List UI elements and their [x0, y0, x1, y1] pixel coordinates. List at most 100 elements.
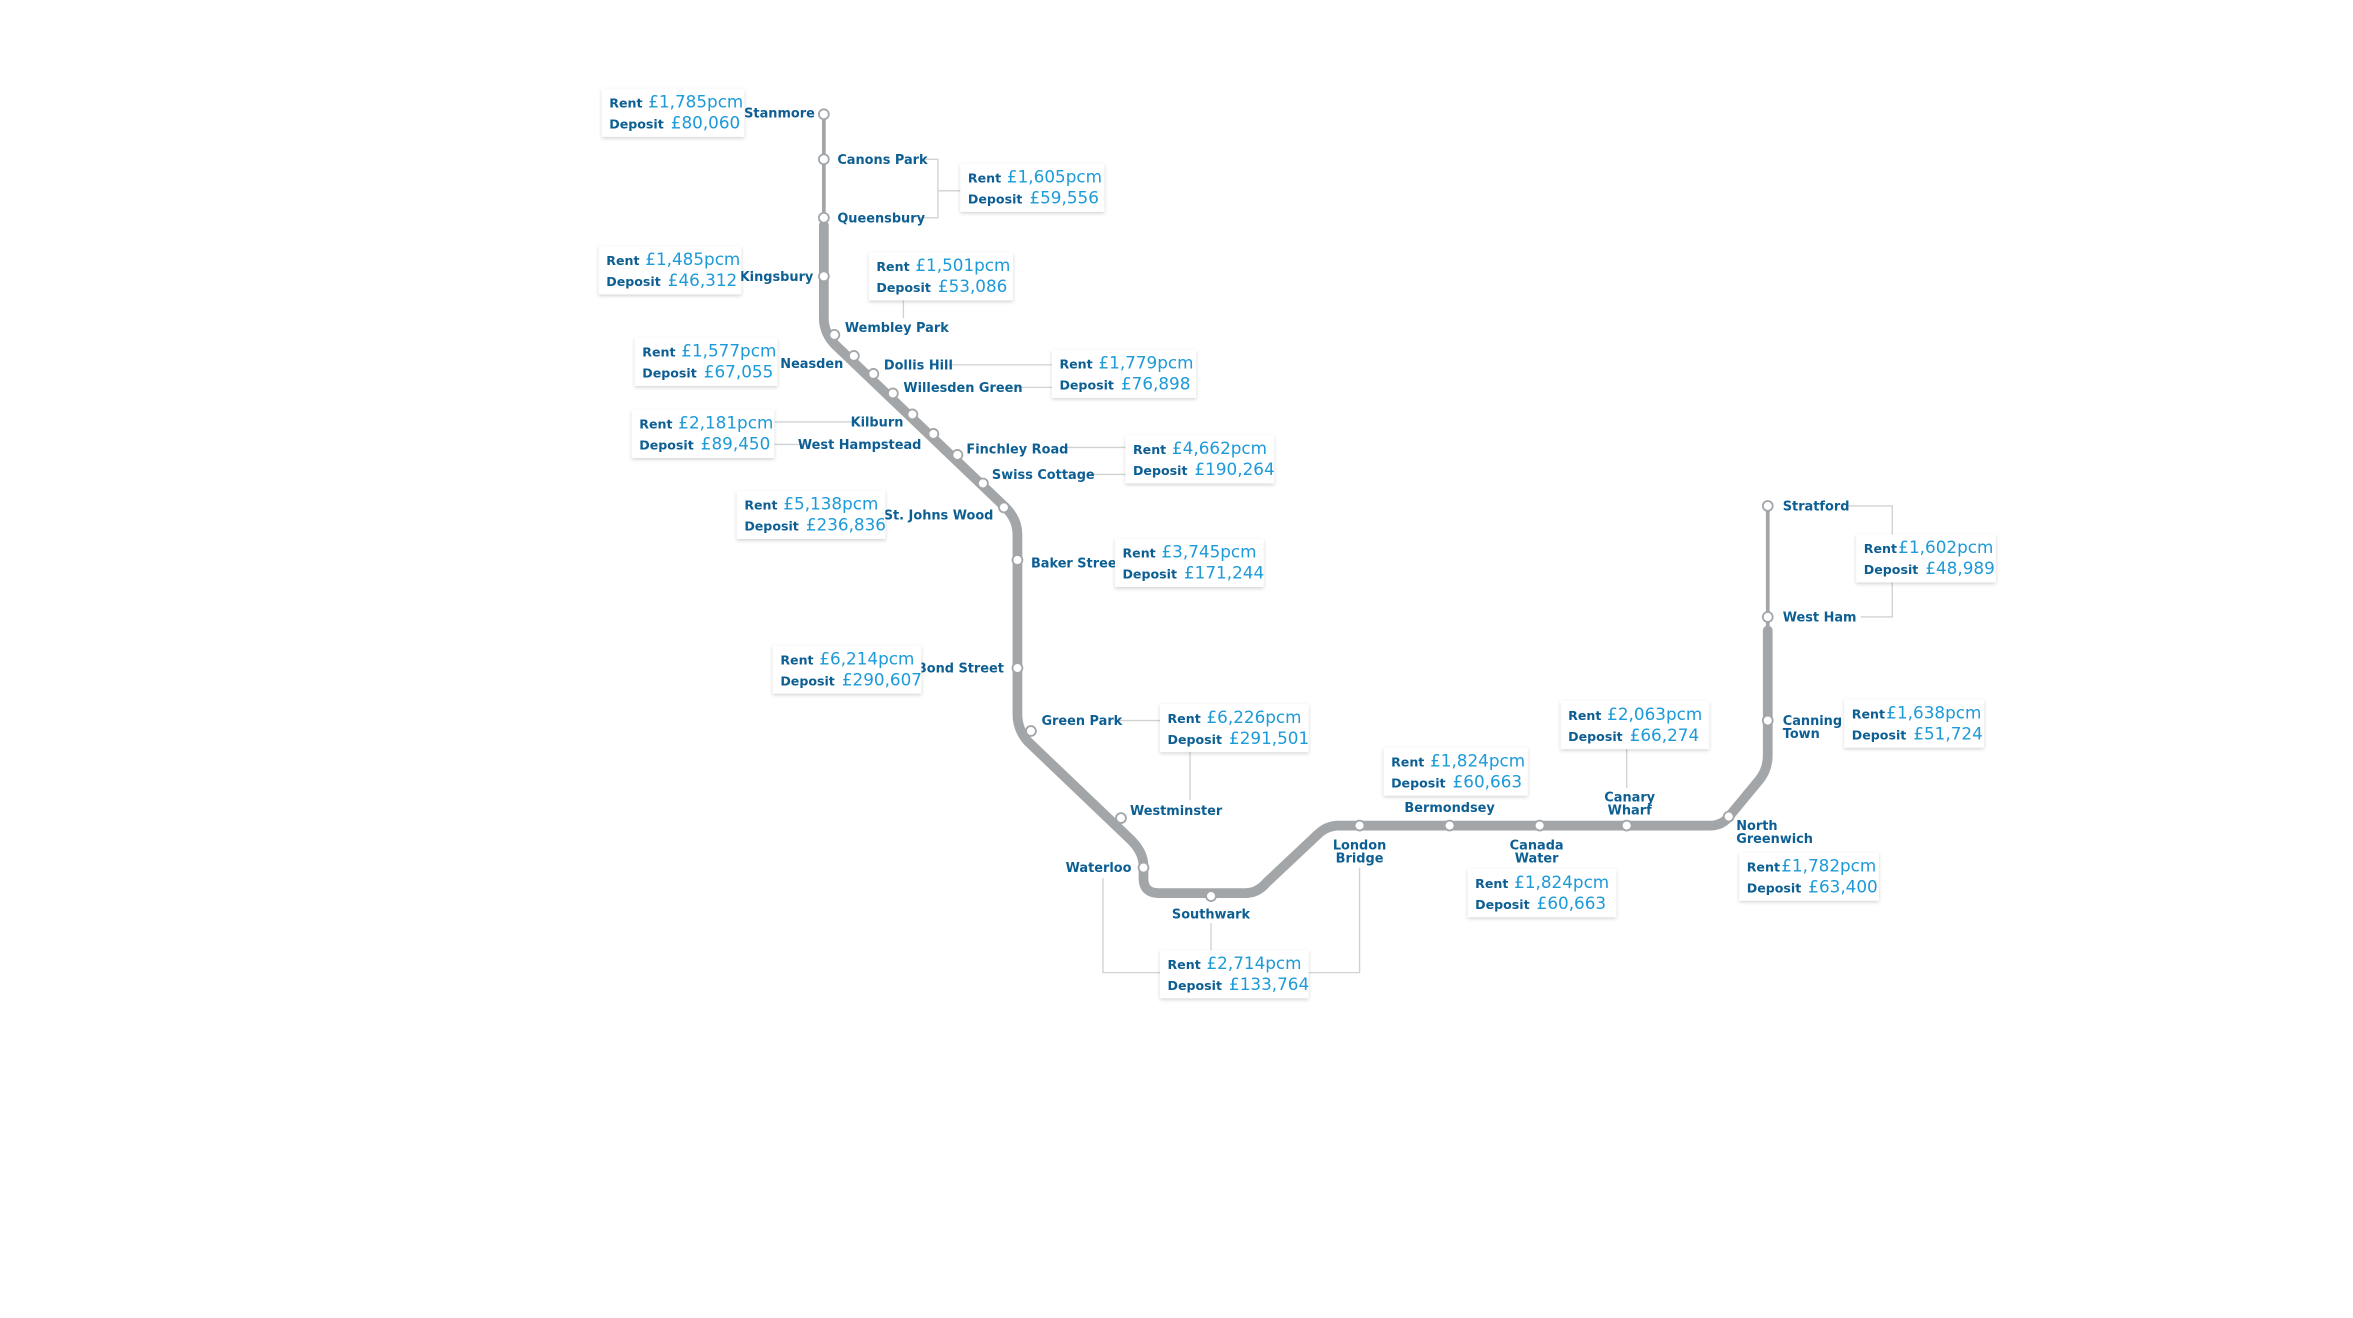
- connector-line: [919, 158, 961, 219]
- station-marker-icon[interactable]: [828, 329, 841, 341]
- price-box-background: [634, 337, 778, 386]
- station-baker-street[interactable]: Baker Street: [1011, 554, 1123, 571]
- station-marker-icon[interactable]: [1533, 819, 1546, 832]
- station-label: Dollis Hill: [884, 358, 953, 373]
- station-label: Kingsbury: [740, 270, 814, 285]
- deposit-label: Deposit: [1568, 729, 1622, 744]
- station-label: Bond Street: [917, 662, 1004, 677]
- station-label: Queensbury: [837, 211, 925, 226]
- deposit-label: Deposit: [1167, 978, 1221, 993]
- price-box-canada-water: Rent £1,824pcm Deposit £60,663: [1467, 869, 1617, 918]
- station-marker-icon[interactable]: [927, 428, 940, 440]
- station-marker-icon[interactable]: [1011, 554, 1024, 566]
- price-box-st-johns-wood: Rent £5,138pcm Deposit £236,836: [736, 490, 886, 539]
- station-marker-icon[interactable]: [1761, 714, 1774, 727]
- station-marker-icon[interactable]: [817, 108, 830, 121]
- station-canons-park[interactable]: Canons Park: [817, 153, 928, 168]
- deposit-value: £133,764: [1229, 974, 1309, 994]
- station-marker-icon[interactable]: [887, 387, 899, 400]
- deposit-value: £60,663: [1537, 893, 1606, 913]
- rent-label: Rent: [642, 345, 675, 360]
- price-box-background: [1159, 950, 1309, 999]
- station-st-johns-wood[interactable]: St. Johns Wood: [884, 501, 1010, 523]
- station-north-greenwich[interactable]: North Greenwich: [1722, 810, 1813, 847]
- station-canary-wharf[interactable]: Canary Wharf: [1604, 791, 1656, 832]
- price-box-background: [736, 490, 886, 539]
- deposit-label: Deposit: [1391, 775, 1446, 790]
- price-box-finchley-road-swiss-cottage: Rent £4,662pcm Deposit £190,264: [1125, 435, 1275, 484]
- station-label: Swiss Cottage: [992, 468, 1095, 483]
- station-bond-street[interactable]: Bond Street: [917, 662, 1024, 677]
- station-marker-icon[interactable]: [848, 350, 860, 362]
- price-box-wembley-park: Rent £1,501pcm Deposit £53,086: [868, 252, 1013, 301]
- rent-value: £1,782pcm: [1781, 855, 1876, 875]
- rent-value: £1,501pcm: [915, 255, 1010, 275]
- rent-label: Rent: [606, 253, 639, 268]
- station-west-ham[interactable]: West Ham: [1761, 610, 1857, 625]
- deposit-label: Deposit: [1133, 463, 1188, 478]
- deposit-value: £46,312: [668, 270, 737, 290]
- station-marker-icon[interactable]: [998, 501, 1010, 514]
- station-marker-icon[interactable]: [951, 449, 964, 461]
- price-box-kingsbury: Rent £1,485pcm Deposit £46,312: [598, 246, 742, 295]
- rent-label: Rent: [1852, 706, 1885, 721]
- station-waterloo[interactable]: Waterloo: [1066, 861, 1150, 876]
- station-london-bridge[interactable]: London Bridge: [1333, 819, 1387, 867]
- connector-line: [1060, 446, 1126, 476]
- deposit-label: Deposit: [1747, 880, 1802, 895]
- deposit-label: Deposit: [642, 366, 697, 381]
- station-stanmore[interactable]: Stanmore: [744, 106, 830, 121]
- station-marker-icon[interactable]: [1353, 819, 1366, 832]
- price-box-background: [1383, 747, 1528, 796]
- station-marker-icon[interactable]: [817, 270, 830, 283]
- deposit-label: Deposit: [1852, 727, 1907, 742]
- station-marker-icon[interactable]: [1205, 890, 1217, 902]
- station-southwark[interactable]: Southwark: [1172, 890, 1251, 923]
- station-marker-icon[interactable]: [867, 368, 880, 380]
- station-canada-water[interactable]: Canada Water: [1510, 819, 1564, 867]
- station-kilburn[interactable]: Kilburn: [851, 408, 919, 430]
- price-box-waterloo-southwark-london-bridge: Rent £2,714pcm Deposit £133,764: [1159, 950, 1309, 999]
- station-westminster[interactable]: Westminster: [1115, 804, 1223, 824]
- station-marker-icon[interactable]: [1011, 662, 1024, 674]
- deposit-value: £66,274: [1630, 725, 1699, 745]
- station-marker-icon[interactable]: [1722, 810, 1735, 823]
- rent-value: £1,785pcm: [648, 92, 743, 112]
- station-canning-town[interactable]: Canning Town: [1761, 714, 1842, 742]
- station-dollis-hill[interactable]: Dollis Hill: [867, 358, 953, 380]
- station-swiss-cottage[interactable]: Swiss Cottage: [977, 468, 1095, 490]
- station-queensbury[interactable]: Queensbury: [817, 211, 926, 226]
- deposit-label: Deposit: [744, 519, 798, 534]
- station-marker-icon[interactable]: [1443, 819, 1456, 832]
- price-box-background: [1114, 538, 1264, 587]
- station-label: Green Park: [1041, 714, 1122, 729]
- station-marker-icon[interactable]: [1761, 611, 1774, 623]
- station-marker-icon[interactable]: [817, 153, 830, 166]
- station-marker-icon[interactable]: [817, 211, 830, 224]
- station-marker-icon[interactable]: [977, 477, 989, 490]
- rent-value: £1,602pcm: [1898, 537, 1993, 557]
- deposit-value: £67,055: [704, 362, 773, 382]
- station-marker-icon[interactable]: [1620, 819, 1633, 832]
- station-green-park[interactable]: Green Park: [1025, 714, 1123, 737]
- station-marker-icon[interactable]: [1761, 500, 1774, 512]
- rent-label: Rent: [639, 417, 672, 432]
- station-kingsbury[interactable]: Kingsbury: [740, 270, 830, 285]
- deposit-value: £53,086: [938, 276, 1007, 296]
- station-marker-icon[interactable]: [906, 408, 919, 421]
- rent-value: £6,214pcm: [819, 648, 914, 668]
- station-west-hampstead[interactable]: West Hampstead: [798, 428, 940, 453]
- deposit-value: £190,264: [1195, 459, 1275, 479]
- price-box-green-park-westminster: Rent £6,226pcm Deposit £291,501: [1159, 704, 1309, 753]
- station-wembley-park[interactable]: Wembley Park: [828, 321, 949, 341]
- station-bermondsey[interactable]: Bermondsey: [1404, 801, 1495, 832]
- rent-value: £1,605pcm: [1007, 167, 1102, 187]
- station-marker-icon[interactable]: [1025, 725, 1037, 737]
- station-stratford[interactable]: Stratford: [1761, 499, 1850, 514]
- station-label: Willesden Green: [903, 381, 1022, 396]
- station-finchley-road[interactable]: Finchley Road: [951, 442, 1068, 461]
- station-marker-icon[interactable]: [1137, 861, 1150, 874]
- station-marker-icon[interactable]: [1115, 812, 1127, 824]
- station-willesden-green[interactable]: Willesden Green: [887, 381, 1023, 400]
- station-neasden[interactable]: Neasden: [780, 350, 860, 372]
